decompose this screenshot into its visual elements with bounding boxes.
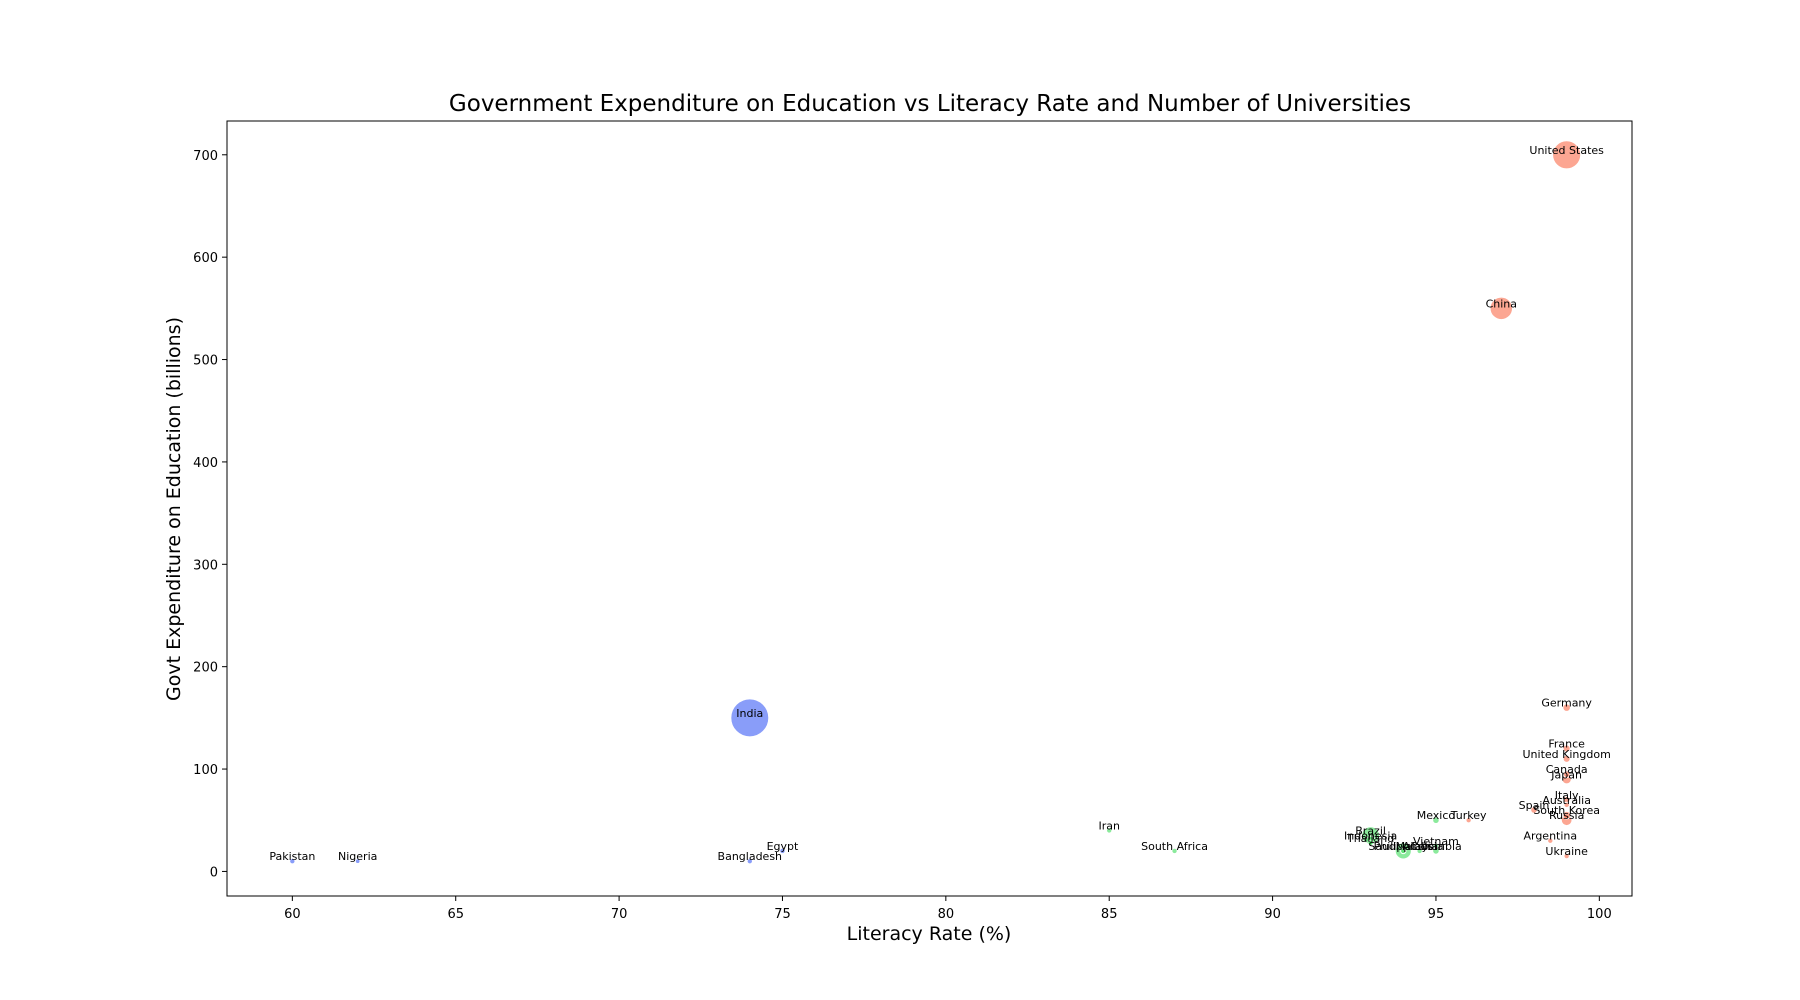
point-label: South Korea: [1533, 804, 1600, 817]
x-tick-label: 95: [1428, 907, 1445, 922]
point-labels-layer: United States China India Germany FranceUnit…: [269, 144, 1610, 863]
data-point: [1106, 827, 1113, 834]
point-label: Saudi Arabia: [1368, 840, 1438, 853]
point-label: Italy: [1555, 789, 1579, 802]
data-point: [1547, 837, 1554, 844]
x-axis-title: Literacy Rate (%): [847, 923, 1012, 945]
x-tick-label: 90: [1264, 907, 1281, 922]
data-point: [1416, 847, 1423, 855]
point-label: Brazil: [1355, 825, 1386, 838]
data-point: [1562, 703, 1571, 712]
y-tick-label: 100: [193, 763, 218, 778]
y-tick-label: 300: [193, 558, 218, 573]
data-point: [1530, 806, 1538, 814]
data-point: [1563, 852, 1570, 860]
y-tick-label: 600: [193, 251, 218, 266]
point-label: South Africa: [1141, 840, 1208, 853]
data-point: [1432, 842, 1440, 850]
point-label: Turkey: [1450, 809, 1487, 822]
data-point: [1562, 810, 1571, 820]
data-point: [1171, 847, 1178, 855]
y-tick-label: 500: [193, 354, 218, 369]
y-tick-label: 400: [193, 456, 218, 471]
point-label: Canada: [1546, 763, 1588, 776]
y-tick-label: 700: [193, 149, 218, 164]
point-label: China: [1486, 297, 1517, 310]
point-label: United States: [1529, 144, 1604, 157]
data-point: [1367, 839, 1374, 846]
point-label: France: [1548, 738, 1585, 751]
x-tick-label: 65: [447, 907, 464, 922]
data-point: [1562, 744, 1571, 753]
y-tick-label: 200: [193, 661, 218, 676]
data-point: [289, 858, 296, 865]
point-label: Spain: [1519, 799, 1550, 812]
point-label: Indonesia: [1344, 830, 1397, 843]
point-label: Japan: [1550, 768, 1582, 781]
data-point: [1465, 817, 1472, 824]
plot-area-frame: [226, 120, 1633, 897]
point-label: Colombia: [1410, 840, 1462, 853]
data-point: [1552, 140, 1582, 170]
x-axis: 60 65 70 75 80 85 90 95 100: [284, 896, 1612, 922]
point-label: Philippines: [1374, 840, 1434, 853]
point-label: Mexico: [1417, 809, 1456, 822]
data-point: [779, 847, 786, 855]
x-tick-label: 70: [611, 907, 628, 922]
point-label: Bangladesh: [718, 850, 783, 863]
point-label: Pakistan: [269, 850, 315, 863]
point-label: Nigeria: [338, 850, 377, 863]
x-tick-label: 60: [284, 907, 301, 922]
chart-title: Government Expenditure on Education vs L…: [449, 91, 1411, 117]
data-point: [730, 698, 770, 738]
point-label: Thailand: [1346, 832, 1394, 845]
y-axis-title: Govt Expenditure on Education (billions): [163, 317, 185, 701]
data-point: [746, 858, 753, 865]
points-layer: [289, 140, 1582, 865]
point-label: Vietnam: [1413, 835, 1459, 848]
data-point: [1489, 296, 1514, 321]
point-label: Egypt: [767, 840, 799, 853]
point-label: Malaysia: [1396, 840, 1444, 853]
x-tick-label: 85: [1101, 907, 1118, 922]
point-label: Ukraine: [1545, 845, 1588, 858]
data-point: [354, 858, 361, 865]
point-label: Australia: [1542, 794, 1591, 807]
y-axis: 0 100 200 300 400 500 600 700: [193, 149, 227, 880]
data-point: [1562, 770, 1571, 778]
data-point: [1432, 816, 1440, 825]
point-label: Iran: [1098, 819, 1120, 832]
data-point: [1563, 801, 1570, 809]
x-tick-label: 100: [1587, 907, 1612, 922]
point-label: United Kingdom: [1523, 748, 1611, 761]
x-tick-label: 75: [774, 907, 791, 922]
y-tick-label: 0: [210, 865, 218, 880]
data-point: [1400, 847, 1407, 855]
point-label: Germany: [1541, 697, 1592, 710]
point-label: India: [736, 707, 763, 720]
data-point: [1562, 754, 1571, 763]
point-label: Russia: [1549, 809, 1584, 822]
x-tick-label: 80: [938, 907, 955, 922]
point-label: Argentina: [1523, 830, 1577, 843]
